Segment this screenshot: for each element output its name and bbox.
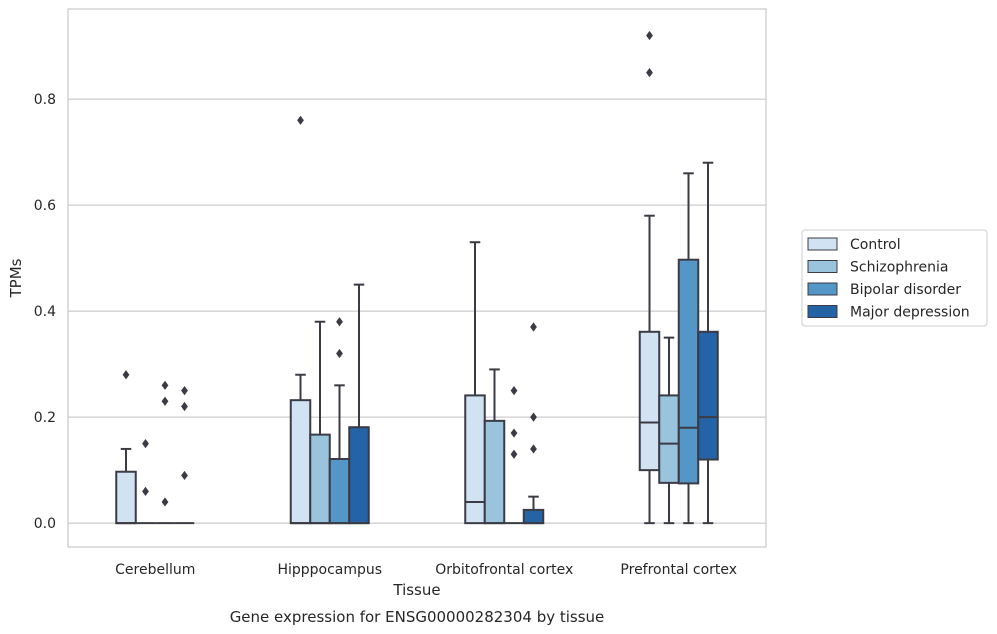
outlier-point (510, 428, 518, 438)
outlier-point (181, 386, 188, 396)
outlier-point (142, 486, 149, 496)
box-group (309, 320, 331, 525)
outlier-point (161, 396, 169, 406)
x-tick-label: Orbitofrontal cortex (435, 562, 573, 578)
legend-swatch (807, 305, 838, 318)
box-group (155, 380, 175, 525)
box (677, 258, 700, 485)
outlier-point (142, 439, 149, 449)
box (658, 394, 680, 484)
legend-swatch (807, 237, 838, 251)
box (328, 458, 351, 525)
box-group (348, 283, 370, 525)
x-tick-labels: Cerebellum Hipppocampus Orbitofrontal cort… (115, 562, 737, 578)
legend-label: Control (850, 237, 901, 253)
outlier-point (161, 380, 169, 390)
box-plots (115, 30, 719, 525)
y-tick-label: 0.6 (34, 198, 56, 214)
outlier-point (336, 348, 343, 359)
legend-label: Bipolar disorder (850, 282, 961, 298)
x-tick-label: Prefrontal cortex (620, 562, 737, 578)
y-axis-label: TPMs (7, 258, 25, 298)
y-tick-label: 0.4 (34, 304, 56, 320)
outlier-point (530, 444, 537, 454)
outlier-point (510, 449, 518, 459)
box (309, 433, 331, 525)
y-tick-labels: 0.0 0.2 0.4 0.6 0.8 (34, 92, 56, 532)
box-group (464, 241, 486, 525)
legend-swatch (807, 260, 838, 273)
outlier-point (646, 30, 653, 41)
y-tick-label: 0.0 (34, 516, 56, 532)
outlier-point (530, 322, 537, 332)
box (289, 399, 312, 525)
box-group (522, 322, 545, 525)
outlier-point (297, 115, 304, 125)
outlier-point (181, 470, 188, 481)
x-tick-label: Hipppocampus (277, 562, 382, 578)
outlier-point (336, 317, 343, 327)
box-group (483, 368, 506, 525)
box (483, 419, 506, 525)
box-group (697, 161, 719, 525)
box-group (638, 30, 661, 525)
box-group (504, 386, 524, 525)
y-tick-label: 0.2 (34, 410, 56, 426)
legend-label: Major depression (850, 305, 970, 321)
box (464, 394, 486, 525)
box (697, 330, 719, 461)
y-tick-label: 0.8 (34, 92, 56, 108)
box (522, 508, 545, 525)
legend-swatch (807, 282, 838, 296)
legend-frame (801, 229, 988, 327)
outlier-point (530, 412, 537, 422)
box (638, 330, 661, 472)
plot-frame (67, 8, 767, 548)
box-group (115, 370, 137, 525)
legend-label: Schizophrenia (850, 260, 948, 276)
box-group (289, 115, 312, 525)
outlier-point (181, 401, 188, 412)
outlier-point (510, 386, 518, 396)
box-group (174, 386, 195, 525)
box-group (135, 439, 156, 525)
outlier-point (122, 370, 130, 380)
legend: Control Schizophrenia Bipolar disorder Majo… (801, 229, 988, 327)
box (115, 470, 137, 525)
x-tick-label: Cerebellum (115, 562, 195, 578)
box (348, 426, 370, 525)
x-axis-label: Tissue (392, 581, 440, 599)
outlier-point (646, 68, 653, 78)
chart-caption: Gene expression for ENSG00000282304 by t… (230, 608, 605, 626)
outlier-point (161, 497, 169, 507)
